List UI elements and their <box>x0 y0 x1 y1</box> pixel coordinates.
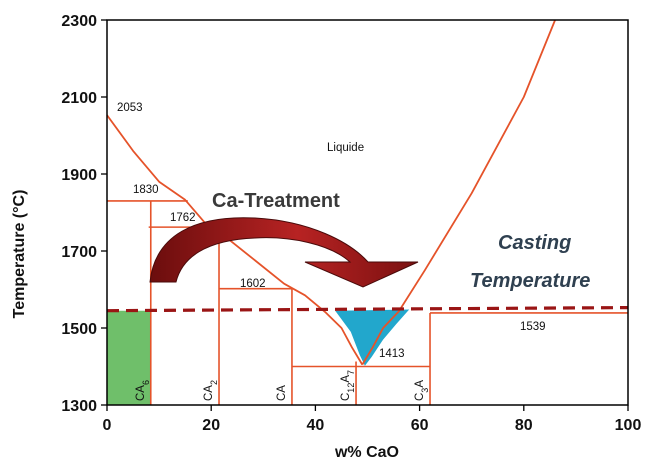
ca-treatment-label: Ca-Treatment <box>212 190 340 212</box>
label-1830: 1830 <box>133 184 159 196</box>
x-tick-label-100: 100 <box>615 417 642 434</box>
x-tick-label-20: 20 <box>202 417 220 434</box>
liquid-window-region <box>335 309 410 366</box>
x-tick-label-40: 40 <box>307 417 325 434</box>
phase-label-1: CA2 <box>203 380 219 401</box>
label-1602: 1602 <box>240 278 266 290</box>
phase-label-0: CA6 <box>135 380 151 401</box>
phase-label-3: C12A7 <box>340 370 356 401</box>
x-tick-label-80: 80 <box>515 417 533 434</box>
plot-frame <box>106 19 629 406</box>
phase-label-2: CA <box>276 385 288 401</box>
x-tick-label-0: 0 <box>103 417 112 434</box>
liquidus-right-line <box>361 19 556 366</box>
casting-temperature-line <box>106 305 629 313</box>
liquidus-left-line <box>106 114 364 366</box>
phase-label-4: C3A <box>414 380 430 401</box>
label-2053: 2053 <box>117 102 143 114</box>
label-1413: 1413 <box>379 348 405 360</box>
label-liquide: Liquide <box>327 142 364 154</box>
casting-label-line1: Casting <box>498 232 571 254</box>
y-tick-label-1900: 1900 <box>61 167 97 184</box>
label-1762: 1762 <box>170 212 196 224</box>
y-tick-label-2300: 2300 <box>61 13 97 30</box>
x-axis-label: w% CaO <box>334 444 399 461</box>
x-tick-label-60: 60 <box>411 417 429 434</box>
y-tick-label-1700: 1700 <box>61 244 97 261</box>
y-tick-label-1500: 1500 <box>61 321 97 338</box>
label-1539: 1539 <box>520 321 546 333</box>
y-axis-label: Temperature (°C) <box>11 190 28 319</box>
y-tick-label-1300: 1300 <box>61 398 97 415</box>
solid-region <box>107 310 151 405</box>
casting-label-line2: Temperature <box>470 270 590 292</box>
ca-treatment-arrow <box>149 217 419 288</box>
y-tick-label-2100: 2100 <box>61 90 97 107</box>
